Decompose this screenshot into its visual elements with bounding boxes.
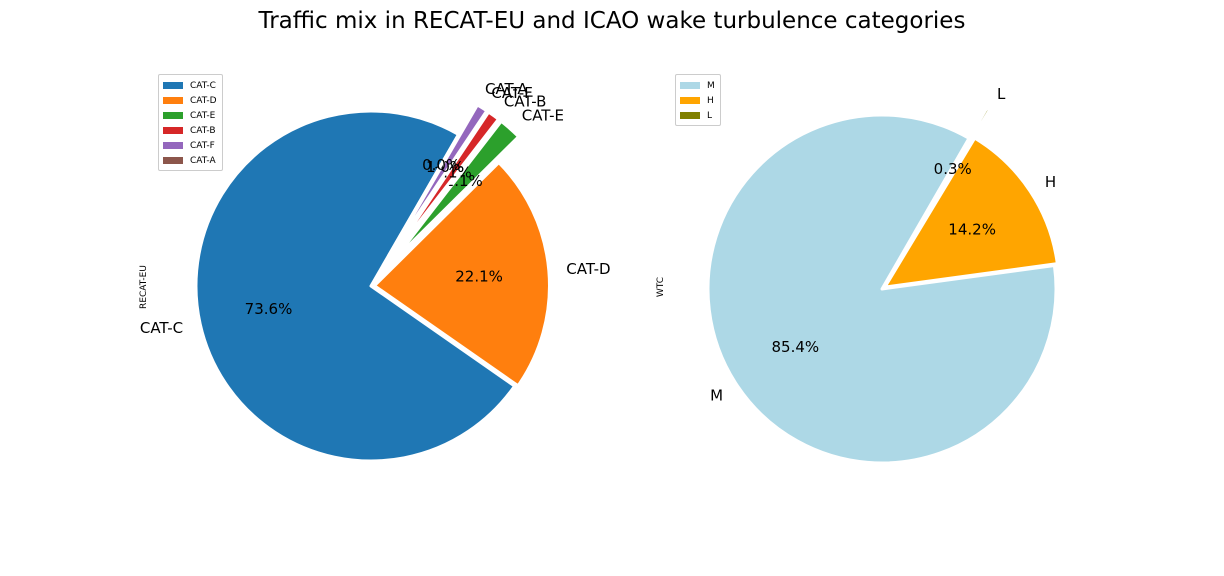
legend-item-cat-a: CAT-A	[163, 153, 217, 168]
legend-label: H	[707, 95, 714, 106]
legend-swatch	[163, 112, 183, 119]
right-pie-slice-m	[706, 113, 1058, 465]
legend-item-cat-c: CAT-C	[163, 78, 217, 93]
left-pie-category-label: CAT-E	[522, 107, 564, 125]
left-pie-slice-cat-c	[194, 109, 517, 463]
legend-label: CAT-A	[190, 155, 216, 166]
legend-swatch	[163, 142, 183, 149]
right-pie-category-label: H	[1045, 173, 1056, 191]
right-pie-category-label: M	[710, 387, 723, 405]
left-pie-percent-label: 0.0%	[422, 156, 460, 174]
legend-label: CAT-E	[190, 110, 216, 121]
legend-label: CAT-C	[190, 80, 216, 91]
right-pie-percent-label: 0.3%	[934, 160, 972, 178]
legend-label: L	[707, 110, 713, 121]
legend-item-l: L	[680, 108, 715, 123]
legend-item-m: M	[680, 78, 715, 93]
left-pie-percent-label: 22.1%	[455, 268, 503, 286]
legend-swatch	[680, 112, 700, 119]
legend-swatch	[680, 82, 700, 89]
left-pie-category-label: CAT-D	[566, 260, 610, 278]
right-pie-category-label: L	[997, 85, 1006, 103]
right-pie-percent-label: 14.2%	[948, 221, 996, 239]
right-pie-percent-label: 85.4%	[771, 338, 819, 356]
left-pie-ylabel: RECAT-EU	[139, 265, 149, 309]
left-pie-percent-label: 73.6%	[245, 300, 293, 318]
left-pie-category-label: CAT-F	[491, 84, 532, 102]
legend-label: CAT-B	[190, 125, 216, 136]
left-pie-category-label: CAT-C	[140, 319, 183, 337]
legend-swatch	[163, 127, 183, 134]
legend-label: CAT-F	[190, 140, 215, 151]
legend-swatch	[163, 157, 183, 164]
legend-item-h: H	[680, 93, 715, 108]
legend-item-cat-f: CAT-F	[163, 138, 217, 153]
left-pie-slice-cat-a	[387, 102, 478, 258]
legend-item-cat-e: CAT-E	[163, 108, 217, 123]
left-pie-slice-cat-d	[372, 161, 551, 388]
chart-title: Traffic mix in RECAT-EU and ICAO wake tu…	[258, 8, 966, 34]
legend-item-cat-d: CAT-D	[163, 93, 217, 108]
right-pie-slice-h	[883, 136, 1059, 289]
legend-swatch	[163, 97, 183, 104]
legend-item-cat-b: CAT-B	[163, 123, 217, 138]
right-pie-slice-l	[898, 106, 992, 261]
legend-label: CAT-D	[190, 95, 217, 106]
left-pie-slice-cat-b	[389, 110, 500, 260]
left-pie-legend: CAT-C CAT-D CAT-E CAT-B CAT-F CAT-A	[158, 74, 223, 171]
legend-label: M	[707, 80, 715, 91]
legend-swatch	[680, 97, 700, 104]
left-pie-category-label: CAT-B	[504, 92, 547, 110]
left-pie-slice-cat-e	[392, 119, 521, 262]
left-pie-category-label: CAT-A	[485, 80, 528, 98]
legend-swatch	[163, 82, 183, 89]
right-pie-ylabel: WTC	[656, 276, 666, 298]
